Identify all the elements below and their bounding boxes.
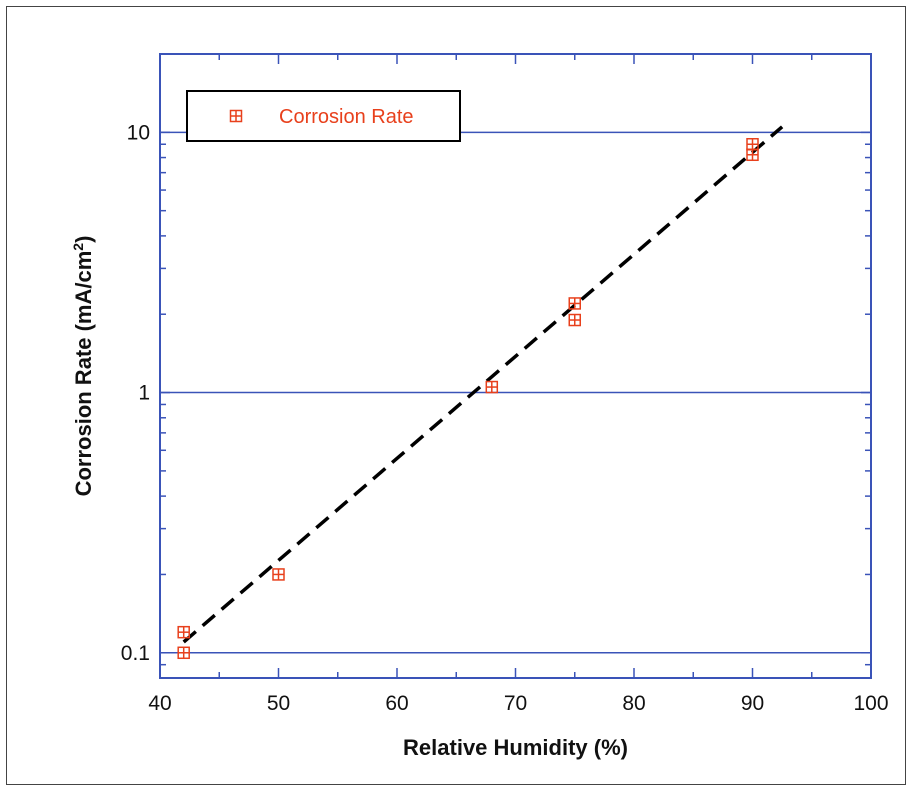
legend-label: Corrosion Rate: [279, 106, 414, 128]
x-tick-label: 70: [504, 692, 527, 715]
plot-area: [159, 53, 872, 679]
y-axis-title-main: Corrosion Rate (mA/cm: [71, 251, 96, 497]
x-tick-label: 50: [267, 692, 290, 715]
figure-frame: 40 50 60 70 80 90 100 0.1 1 10 Relative Humidity…: [6, 6, 906, 785]
x-axis-title: Relative Humidity (%): [403, 735, 628, 760]
data-point: [568, 313, 581, 327]
axis-ticks: [159, 53, 872, 679]
x-tick-label: 100: [853, 692, 888, 715]
y-tick-label: 0.1: [121, 642, 150, 665]
fit-line-path: [182, 125, 784, 644]
data-point: [177, 646, 190, 660]
y-axis-title: Corrosion Rate (mA/cm2): [70, 236, 96, 497]
y-tick-labels: 0.1 1 10: [121, 121, 150, 664]
data-point: [746, 148, 759, 162]
chart-svg: 40 50 60 70 80 90 100 0.1 1 10 Relative Humidity…: [70, 53, 889, 760]
x-tick-label: 60: [385, 692, 408, 715]
data-point: [568, 297, 581, 310]
legend: Corrosion Rate: [186, 90, 461, 142]
y-tick-label: 1: [138, 382, 150, 405]
data-point: [272, 568, 285, 581]
x-tick-label: 90: [741, 692, 764, 715]
legend-marker-icon: [229, 109, 243, 123]
x-tick-labels: 40 50 60 70 80 90 100: [148, 692, 888, 715]
x-tick-label: 40: [148, 692, 171, 715]
fit-line: [182, 125, 784, 644]
y-axis-title-sup: 2: [70, 243, 86, 251]
data-point: [177, 625, 190, 639]
x-tick-label: 80: [622, 692, 645, 715]
legend-marker: [229, 109, 243, 123]
gridlines: [160, 131, 871, 654]
y-axis-title-close: ): [71, 236, 96, 243]
y-tick-label: 10: [127, 121, 150, 144]
data-points: [177, 137, 759, 660]
data-point: [485, 380, 499, 394]
